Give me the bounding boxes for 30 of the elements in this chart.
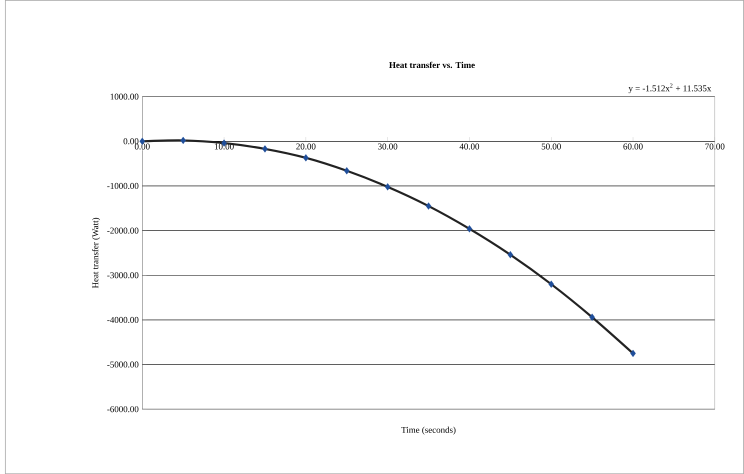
point <box>589 314 595 321</box>
y-tick-label: -2000.00 <box>107 228 138 234</box>
y-tick-label: 1000.00 <box>110 94 138 100</box>
y-tick-label: -4000.00 <box>107 316 138 323</box>
point <box>508 251 514 258</box>
point <box>303 154 309 162</box>
x-tick-label: 40.00 <box>460 143 480 150</box>
y-axis-title: Heat transfer (Watt) <box>92 218 100 288</box>
point <box>426 202 432 210</box>
x-tick-label: 60.00 <box>623 143 643 150</box>
chart-title: Heat transfer vs. Time <box>389 62 475 68</box>
point <box>548 280 554 288</box>
point <box>384 183 390 190</box>
x-tick-label: 0.00 <box>134 143 150 150</box>
x-axis-title: Time (seconds) <box>401 426 456 435</box>
point <box>344 167 350 174</box>
point <box>180 136 186 144</box>
text: y = -1.512x$^{2}$ + 11.535x <box>628 83 712 94</box>
y-tick-label: -6000.00 <box>107 406 138 412</box>
point <box>630 350 636 358</box>
x-tick-label: 20.00 <box>296 143 316 150</box>
y-tick-label: -1000.00 <box>107 182 138 189</box>
x-tick-label: 30.00 <box>378 143 398 150</box>
x-tick-label: 70.00 <box>705 143 724 150</box>
y-tick-label: -5000.00 <box>107 361 138 368</box>
point <box>262 145 268 153</box>
y-tick-label: -3000.00 <box>107 272 138 278</box>
x-tick-label: 50.00 <box>542 143 561 150</box>
point <box>466 225 472 232</box>
y-tick-label: 0.00 <box>124 138 138 144</box>
